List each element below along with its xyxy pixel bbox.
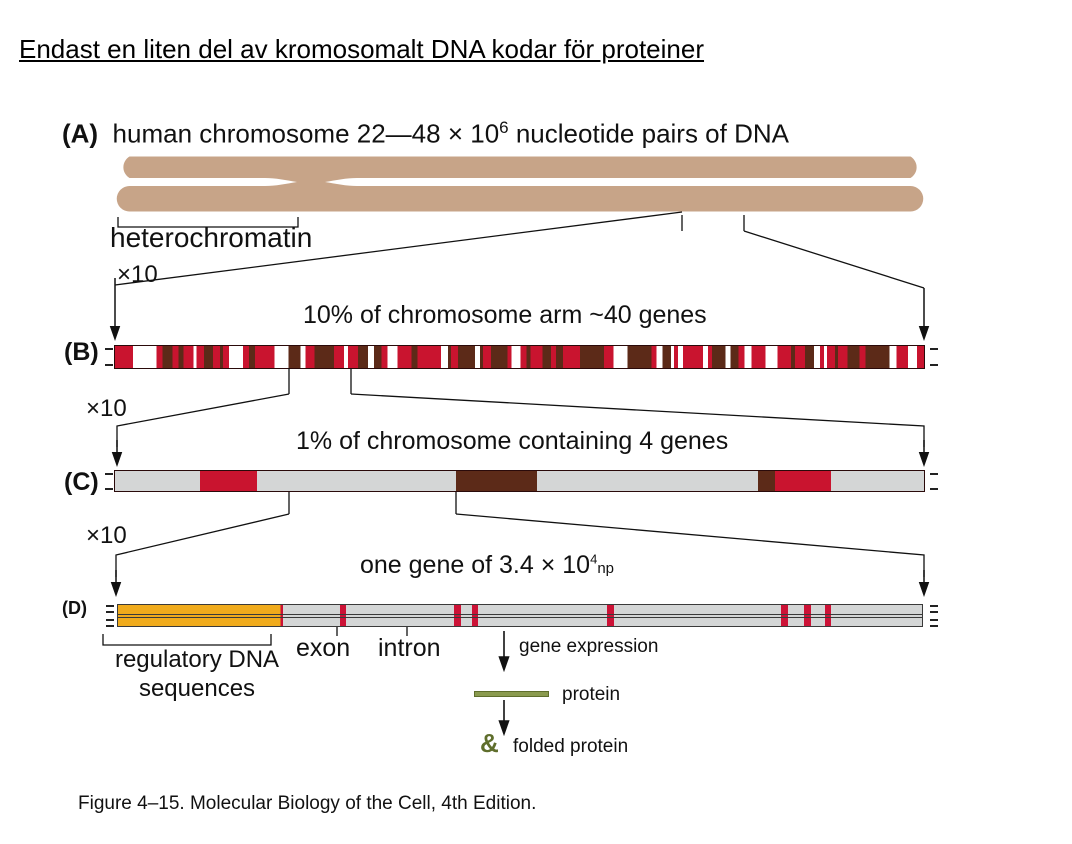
svg-text:&: & bbox=[480, 730, 499, 758]
